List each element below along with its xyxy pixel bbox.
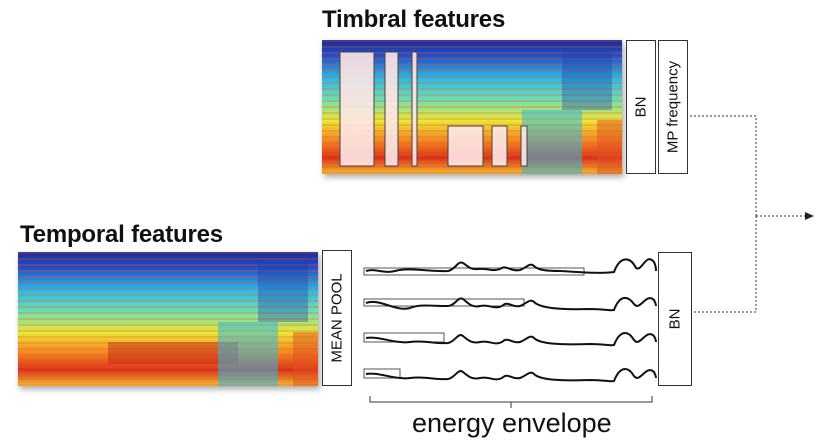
energy-envelope-curve bbox=[365, 297, 657, 312]
energy-envelope-caption: energy envelope bbox=[412, 408, 612, 438]
timbral-output-connector bbox=[690, 115, 757, 216]
temporal-features-title: Temporal features bbox=[20, 221, 223, 248]
timbral-filter-box bbox=[491, 125, 508, 167]
temporal-bn-box: BN bbox=[658, 252, 692, 386]
timbral-bn-box: BN bbox=[626, 40, 656, 174]
timbral-filter-box bbox=[447, 125, 484, 167]
energy-envelope-curve bbox=[365, 258, 657, 274]
timbral-filter-box bbox=[384, 51, 399, 167]
temporal-spectrogram-image bbox=[18, 252, 318, 386]
envelope-filter-box bbox=[363, 368, 401, 379]
energy-envelope-curve bbox=[365, 332, 657, 347]
timbral-features-title: Timbral features bbox=[322, 6, 506, 33]
envelope-brace bbox=[369, 396, 653, 408]
temporal-output-connector bbox=[694, 216, 757, 313]
energy-envelope-curve bbox=[365, 368, 657, 383]
mean-pool-box: MEAN POOL bbox=[322, 250, 352, 386]
timbral-filter-box bbox=[520, 125, 528, 167]
timbral-spectrogram bbox=[322, 40, 622, 174]
timbral-filter-box bbox=[339, 51, 375, 167]
temporal-spectrogram bbox=[18, 252, 318, 386]
timbral-mp-frequency-box: MP frequency bbox=[658, 40, 688, 174]
timbral-spectrogram-image bbox=[322, 40, 622, 174]
timbral-filter-box bbox=[411, 51, 418, 167]
